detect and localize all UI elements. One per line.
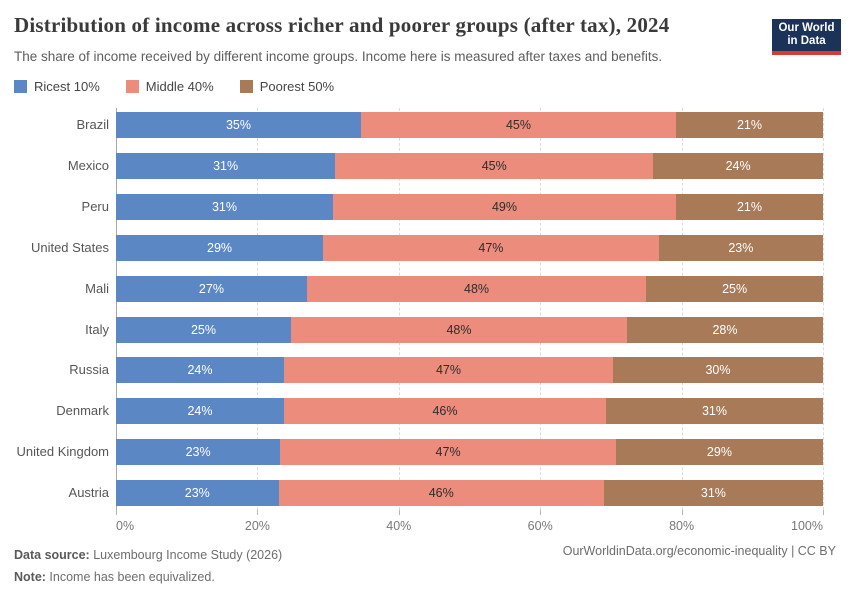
bar-segment: 29%	[116, 234, 324, 261]
owid-logo-line2: in Data	[787, 35, 826, 47]
legend-swatch-icon	[125, 80, 139, 93]
bar-segment: 30%	[613, 357, 823, 384]
legend-item-poorest-50[interactable]: Poorest 50%	[239, 79, 335, 94]
footer-citation[interactable]: OurWorldinData.org/economic-inequality |…	[562, 544, 836, 558]
legend-label: Poorest 50%	[259, 79, 335, 94]
bar-row: Denmark 24% 46% 31%	[56, 398, 823, 425]
bar-segment: 23%	[658, 234, 823, 261]
gridline	[398, 108, 400, 510]
bar-segment: 46%	[278, 480, 604, 507]
gridline	[540, 108, 542, 510]
bar-row: United Kingdom 23% 47% 29%	[17, 439, 823, 466]
bar-segment: 27%	[116, 275, 307, 302]
bar-row: United States 29% 47% 23%	[31, 234, 823, 261]
row-label: Mexico	[67, 157, 109, 173]
bar-segment: 24%	[116, 398, 284, 425]
row-label: Brazil	[76, 117, 109, 132]
bar-segment: 23%	[116, 439, 281, 466]
bar-segment: 49%	[333, 193, 676, 220]
bar-segment: 45%	[361, 112, 676, 138]
bar-row: Mexico 31% 45% 24%	[68, 152, 823, 179]
owid-logo: Our World in Data	[772, 19, 841, 55]
row-label: Italy	[85, 321, 109, 337]
footer-left: Data source: Luxembourg Income Study (20…	[14, 544, 282, 588]
gridline	[116, 108, 117, 510]
row-label: Mali	[85, 280, 109, 296]
bar-segment: 47%	[284, 357, 613, 384]
row-label: Peru	[81, 198, 109, 214]
bar-segment: 46%	[284, 398, 606, 425]
bar-segment: 31%	[603, 480, 823, 507]
bar-segment: 25%	[646, 275, 823, 302]
chart-subtitle: The share of income received by differen…	[14, 49, 663, 64]
bar-segment: 45%	[335, 152, 654, 179]
x-tick-label: 40%	[386, 519, 412, 533]
bar-segment: 28%	[627, 316, 823, 343]
bar-segment: 35%	[116, 112, 361, 138]
legend-swatch-icon	[14, 80, 27, 93]
x-tick-label: 100%	[791, 519, 823, 533]
gridline	[257, 108, 259, 510]
bar-segment: 48%	[306, 275, 647, 302]
bar-segment: 48%	[291, 316, 627, 343]
axis-tick	[116, 510, 117, 515]
gridline	[681, 108, 683, 510]
owid-logo-line1: Our World	[778, 22, 835, 34]
legend-swatch-icon	[239, 80, 253, 93]
bar-segment: 25%	[116, 316, 291, 343]
legend-label: Middle 40%	[145, 79, 214, 94]
axis-tick	[823, 510, 824, 515]
legend-label: Ricest 10%	[34, 79, 100, 94]
bar-segment: 47%	[280, 439, 616, 466]
bar-row: Russia 24% 47% 30%	[69, 357, 823, 384]
legend: Ricest 10% Middle 40% Poorest 50%	[14, 79, 334, 94]
bar-row: Austria 23% 46% 31%	[69, 480, 823, 507]
x-tick-label: 80%	[669, 519, 695, 533]
row-label: United Kingdom	[16, 444, 110, 460]
bar-segment: 24%	[653, 152, 823, 179]
bar-row: Italy 25% 48% 28%	[85, 316, 823, 343]
legend-item-ricest-10[interactable]: Ricest 10%	[14, 79, 100, 94]
bar-row: Peru 31% 49% 21%	[82, 193, 823, 220]
axis-tick	[540, 510, 542, 515]
row-label: Russia	[69, 362, 109, 378]
row-label: Denmark	[56, 403, 109, 419]
bar-segment: 21%	[676, 193, 823, 220]
bar-row: Mali 27% 48% 25%	[85, 275, 823, 302]
bar-segment: 24%	[116, 357, 284, 384]
row-label: United States	[30, 239, 109, 255]
bar-segment: 47%	[323, 234, 659, 261]
axis-tick	[681, 510, 683, 515]
row-label: Austria	[68, 485, 109, 501]
footer-note-label: Note:	[14, 570, 46, 584]
axis-tick	[398, 510, 400, 515]
x-tick-label: 0%	[116, 519, 135, 533]
bar-segment: 31%	[116, 193, 333, 220]
footer-source: Data source: Luxembourg Income Study (20…	[14, 544, 282, 566]
footer-source-label: Data source:	[14, 548, 90, 562]
legend-item-middle-40[interactable]: Middle 40%	[125, 79, 214, 94]
axis-tick	[257, 510, 259, 515]
plot-area: 0% 20% 40% 60% 80% 100% Brazil 35% 45% 21% Mexico 3…	[17, 108, 824, 533]
bar-segment: 31%	[606, 398, 823, 425]
footer-note-text: Income has been equivalized.	[45, 570, 215, 584]
footer-source-text: Luxembourg Income Study (2026)	[89, 548, 283, 562]
gridline	[823, 108, 824, 510]
footer-note: Note: Income has been equivalized.	[14, 566, 282, 588]
bar-segment: 29%	[615, 439, 823, 466]
x-tick-label: 20%	[244, 519, 270, 533]
bar-segment: 31%	[116, 152, 336, 179]
bar-row: Brazil 35% 45% 21%	[76, 112, 823, 138]
bar-segment: 23%	[116, 480, 279, 507]
x-tick-label: 60%	[527, 519, 553, 533]
chart-title: Distribution of income across richer and…	[14, 13, 670, 37]
bar-segment: 21%	[676, 112, 823, 138]
